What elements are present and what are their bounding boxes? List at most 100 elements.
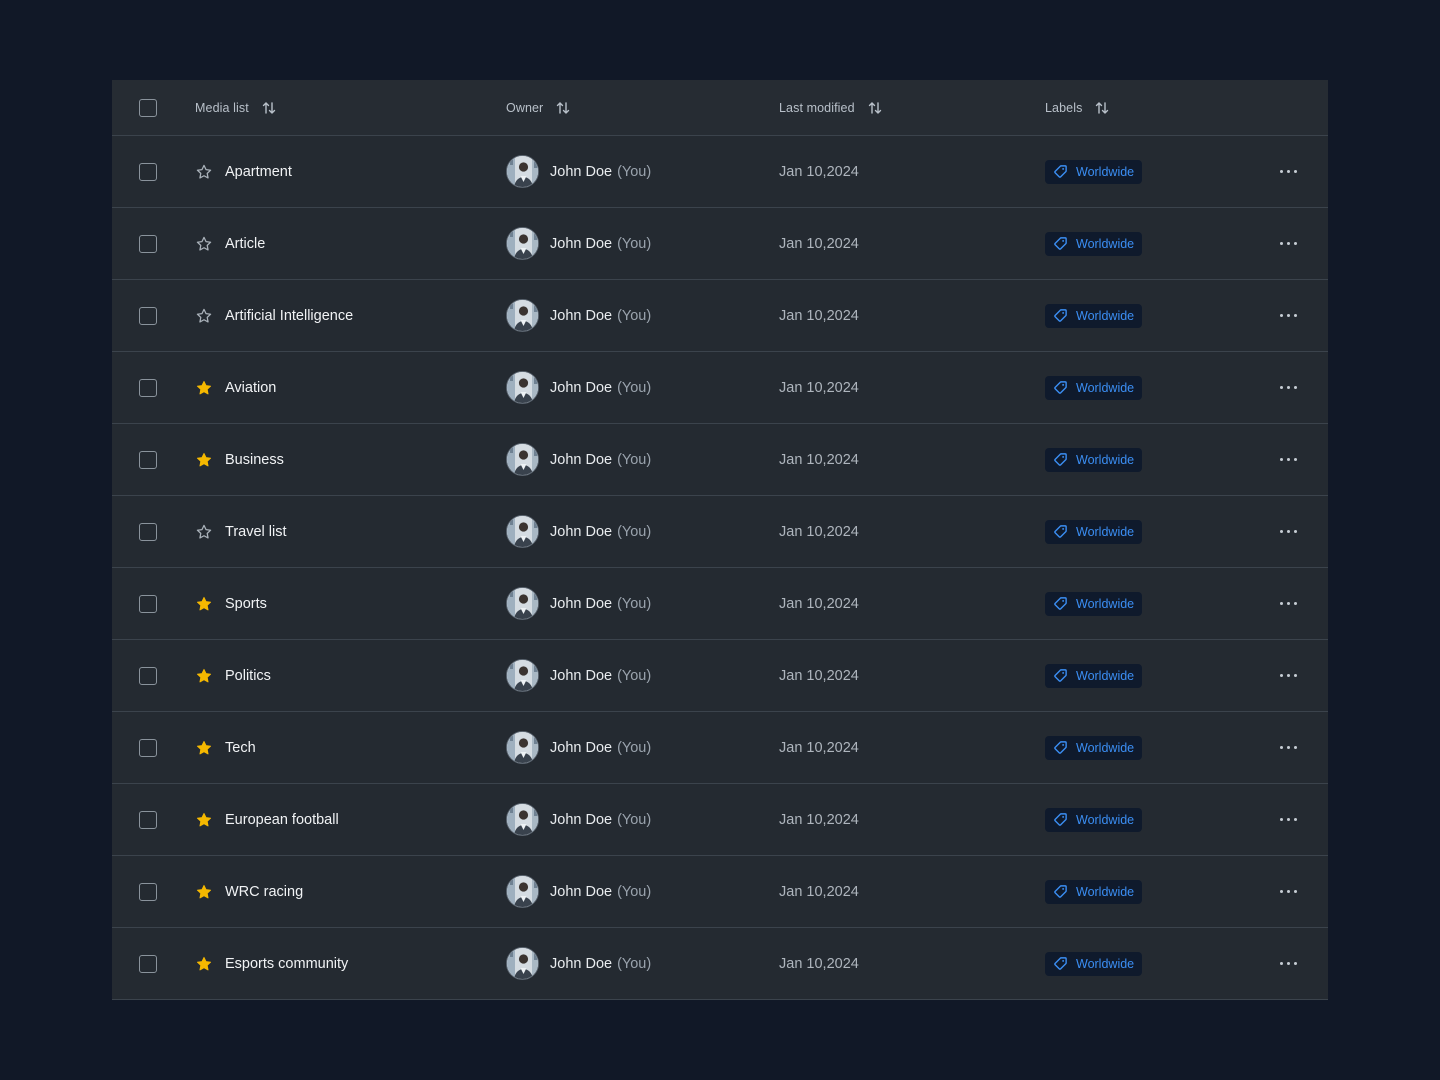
label-badge[interactable]: Worldwide	[1045, 447, 1143, 472]
sort-arrows-icon[interactable]	[867, 100, 883, 116]
label-badge[interactable]: Worldwide	[1045, 591, 1143, 616]
media-list-name[interactable]: European football	[225, 811, 339, 828]
star-filled-icon[interactable]	[195, 595, 213, 613]
last-modified-date: Jan 10,2024	[779, 955, 859, 972]
star-outline-icon[interactable]	[195, 235, 213, 253]
table-row[interactable]: Article John Doe (You) Jan 10,2024	[112, 208, 1328, 280]
owner-you-tag: (You)	[617, 379, 652, 396]
media-list-name[interactable]: Politics	[225, 667, 271, 684]
star-filled-icon[interactable]	[195, 883, 213, 901]
label-badge[interactable]: Worldwide	[1045, 519, 1143, 544]
row-checkbox[interactable]	[139, 378, 157, 397]
row-checkbox[interactable]	[139, 954, 157, 973]
tag-icon	[1053, 452, 1068, 467]
more-horizontal-icon[interactable]	[1278, 812, 1299, 827]
media-list-name[interactable]: WRC racing	[225, 883, 304, 900]
star-filled-icon[interactable]	[195, 811, 213, 829]
table-row[interactable]: Tech John Doe (You) Jan 10,2024	[112, 712, 1328, 784]
label-badge[interactable]: Worldwide	[1045, 735, 1143, 760]
star-outline-icon[interactable]	[195, 523, 213, 541]
last-modified-date: Jan 10,2024	[779, 235, 859, 252]
media-list-name[interactable]: Business	[225, 451, 284, 468]
media-list-name[interactable]: Esports community	[225, 955, 349, 972]
more-horizontal-icon[interactable]	[1278, 308, 1299, 323]
more-horizontal-icon[interactable]	[1278, 524, 1299, 539]
star-filled-icon[interactable]	[195, 955, 213, 973]
row-checkbox[interactable]	[139, 450, 157, 469]
label-text: Worldwide	[1076, 884, 1135, 899]
star-filled-icon[interactable]	[195, 451, 213, 469]
label-badge[interactable]: Worldwide	[1045, 159, 1143, 184]
star-filled-icon[interactable]	[195, 379, 213, 397]
more-horizontal-icon[interactable]	[1278, 740, 1299, 755]
star-filled-icon[interactable]	[195, 739, 213, 757]
label-text: Worldwide	[1076, 236, 1135, 251]
label-badge[interactable]: Worldwide	[1045, 663, 1143, 688]
column-labels[interactable]: Labels	[1045, 80, 1110, 135]
table-row[interactable]: WRC racing John Doe (You) Jan 10,2024	[112, 856, 1328, 928]
row-checkbox[interactable]	[139, 882, 157, 901]
tag-icon	[1053, 884, 1068, 899]
table-body: Apartment John Doe (You) Jan 10,2024	[112, 136, 1328, 1000]
table-row[interactable]: Business John Doe (You) Jan 10,2024	[112, 424, 1328, 496]
media-list-name[interactable]: Artificial Intelligence	[225, 307, 354, 324]
table-row[interactable]: Artificial Intelligence John Doe (You) J…	[112, 280, 1328, 352]
table-row[interactable]: Sports John Doe (You) Jan 10,2024	[112, 568, 1328, 640]
row-checkbox[interactable]	[139, 594, 157, 613]
star-outline-icon[interactable]	[195, 307, 213, 325]
table-row[interactable]: Esports community John Doe (You) Jan 10,…	[112, 928, 1328, 1000]
label-badge[interactable]: Worldwide	[1045, 879, 1143, 904]
more-horizontal-icon[interactable]	[1278, 668, 1299, 683]
more-horizontal-icon[interactable]	[1278, 236, 1299, 251]
media-list-name[interactable]: Aviation	[225, 379, 277, 396]
label-badge[interactable]: Worldwide	[1045, 303, 1143, 328]
row-checkbox[interactable]	[139, 162, 157, 181]
table-row[interactable]: Travel list John Doe (You) Jan 10,2024	[112, 496, 1328, 568]
label-text: Worldwide	[1076, 164, 1135, 179]
table-row[interactable]: Apartment John Doe (You) Jan 10,2024	[112, 136, 1328, 208]
label-badge[interactable]: Worldwide	[1045, 951, 1143, 976]
last-modified-date: Jan 10,2024	[779, 163, 859, 180]
row-checkbox[interactable]	[139, 738, 157, 757]
owner-name: John Doe	[550, 883, 613, 900]
star-outline-icon[interactable]	[195, 163, 213, 181]
more-horizontal-icon[interactable]	[1278, 164, 1299, 179]
column-media-list[interactable]: Media list	[195, 80, 277, 135]
row-checkbox[interactable]	[139, 306, 157, 325]
more-horizontal-icon[interactable]	[1278, 452, 1299, 467]
avatar	[506, 659, 539, 692]
media-list-name[interactable]: Travel list	[225, 523, 287, 540]
column-last-modified[interactable]: Last modified	[779, 80, 883, 135]
label-badge[interactable]: Worldwide	[1045, 807, 1143, 832]
avatar	[506, 371, 539, 404]
avatar	[506, 515, 539, 548]
more-horizontal-icon[interactable]	[1278, 380, 1299, 395]
owner-you-tag: (You)	[617, 739, 652, 756]
row-checkbox[interactable]	[139, 810, 157, 829]
sort-arrows-icon[interactable]	[555, 100, 571, 116]
row-checkbox[interactable]	[139, 234, 157, 253]
table-row[interactable]: European football John Doe (You) Jan 10,…	[112, 784, 1328, 856]
label-badge[interactable]: Worldwide	[1045, 231, 1143, 256]
more-horizontal-icon[interactable]	[1278, 956, 1299, 971]
media-list-name[interactable]: Article	[225, 235, 266, 252]
media-list-name[interactable]: Apartment	[225, 163, 292, 180]
table-row[interactable]: Politics John Doe (You) Jan 10,2024	[112, 640, 1328, 712]
sort-arrows-icon[interactable]	[261, 100, 277, 116]
table-row[interactable]: Aviation John Doe (You) Jan 10,2024	[112, 352, 1328, 424]
more-horizontal-icon[interactable]	[1278, 596, 1299, 611]
select-all-checkbox[interactable]	[139, 98, 157, 117]
row-checkbox[interactable]	[139, 522, 157, 541]
media-list-name[interactable]: Tech	[225, 739, 256, 756]
media-list-name[interactable]: Sports	[225, 595, 267, 612]
label-badge[interactable]: Worldwide	[1045, 375, 1143, 400]
column-owner[interactable]: Owner	[506, 80, 571, 135]
sort-arrows-icon[interactable]	[1094, 100, 1110, 116]
label-text: Worldwide	[1076, 740, 1135, 755]
label-text: Worldwide	[1076, 956, 1135, 971]
column-label-media-list: Media list	[195, 100, 249, 115]
star-filled-icon[interactable]	[195, 667, 213, 685]
owner-name: John Doe	[550, 523, 613, 540]
more-horizontal-icon[interactable]	[1278, 884, 1299, 899]
row-checkbox[interactable]	[139, 666, 157, 685]
